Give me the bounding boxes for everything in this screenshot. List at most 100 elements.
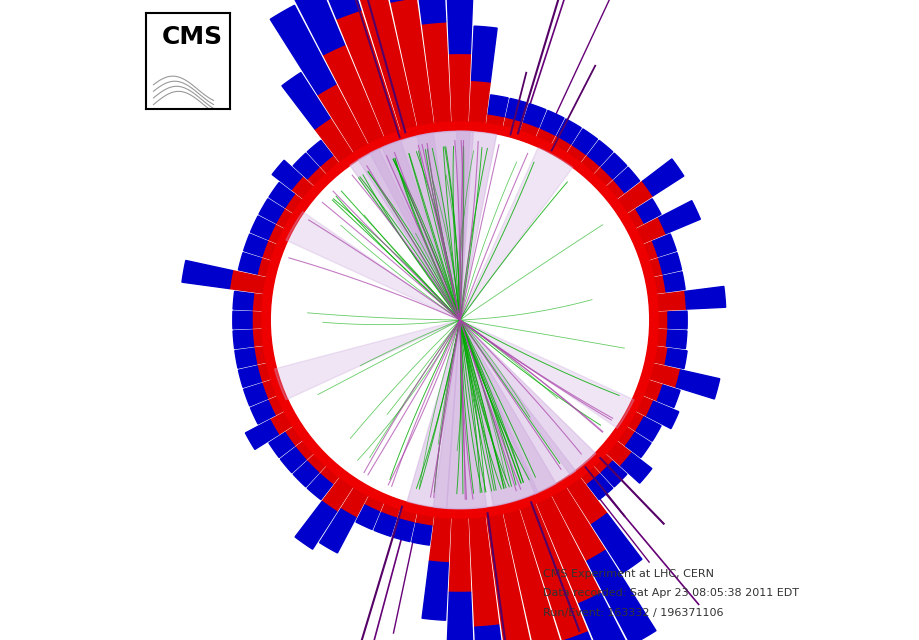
Wedge shape [373, 513, 396, 536]
Wedge shape [272, 160, 302, 189]
Wedge shape [633, 218, 665, 244]
Wedge shape [663, 272, 685, 292]
Polygon shape [416, 131, 470, 320]
Wedge shape [270, 5, 335, 95]
Polygon shape [460, 320, 555, 506]
Wedge shape [295, 501, 336, 549]
Wedge shape [640, 241, 657, 260]
Polygon shape [460, 148, 573, 320]
Polygon shape [460, 320, 575, 494]
Polygon shape [349, 149, 460, 320]
Wedge shape [322, 476, 354, 511]
Wedge shape [550, 485, 605, 561]
Wedge shape [422, 561, 448, 620]
Wedge shape [392, 518, 414, 541]
Wedge shape [578, 593, 664, 640]
Wedge shape [503, 117, 521, 134]
Wedge shape [474, 625, 516, 640]
Wedge shape [262, 380, 279, 399]
Wedge shape [268, 225, 286, 244]
Wedge shape [233, 311, 252, 329]
Wedge shape [523, 104, 546, 127]
Wedge shape [252, 294, 267, 310]
Wedge shape [641, 159, 683, 196]
Wedge shape [254, 346, 269, 364]
Wedge shape [562, 632, 654, 640]
Wedge shape [429, 514, 450, 563]
Wedge shape [658, 201, 699, 234]
Wedge shape [591, 513, 641, 573]
Wedge shape [293, 461, 319, 487]
Wedge shape [391, 0, 433, 129]
Wedge shape [556, 119, 581, 144]
Wedge shape [256, 259, 273, 277]
Wedge shape [656, 385, 679, 408]
Wedge shape [398, 506, 416, 523]
Wedge shape [182, 260, 233, 289]
Wedge shape [307, 474, 333, 500]
Polygon shape [433, 320, 486, 509]
Wedge shape [307, 140, 333, 166]
Wedge shape [274, 0, 360, 19]
Wedge shape [646, 363, 680, 387]
Wedge shape [268, 182, 294, 207]
Wedge shape [238, 366, 261, 387]
Wedge shape [550, 136, 571, 155]
Wedge shape [280, 447, 306, 473]
Wedge shape [256, 363, 273, 381]
Wedge shape [422, 22, 450, 126]
Wedge shape [340, 485, 369, 518]
Wedge shape [620, 453, 652, 483]
Wedge shape [320, 156, 340, 175]
Wedge shape [252, 312, 265, 328]
Wedge shape [539, 111, 563, 135]
Wedge shape [624, 209, 643, 229]
Wedge shape [579, 156, 599, 175]
Wedge shape [448, 515, 471, 593]
Wedge shape [658, 253, 681, 274]
Wedge shape [285, 194, 304, 214]
Wedge shape [535, 128, 555, 147]
Wedge shape [449, 53, 470, 125]
Wedge shape [652, 330, 667, 346]
Wedge shape [592, 167, 612, 188]
Wedge shape [471, 26, 496, 82]
Wedge shape [615, 181, 652, 214]
Wedge shape [258, 199, 284, 223]
Wedge shape [469, 514, 498, 627]
Wedge shape [405, 0, 445, 24]
Wedge shape [323, 45, 384, 147]
Wedge shape [654, 312, 667, 328]
Wedge shape [320, 465, 340, 484]
Wedge shape [487, 95, 507, 116]
Text: Run/Event: 163332 / 196371106: Run/Event: 163332 / 196371106 [542, 607, 723, 618]
Wedge shape [307, 167, 327, 188]
Wedge shape [604, 440, 631, 466]
Wedge shape [652, 291, 686, 310]
Polygon shape [446, 320, 538, 509]
Wedge shape [572, 129, 596, 154]
Wedge shape [640, 380, 663, 401]
Wedge shape [586, 474, 612, 500]
Wedge shape [613, 167, 639, 193]
Wedge shape [270, 411, 295, 435]
Wedge shape [244, 234, 267, 257]
Polygon shape [369, 133, 460, 320]
Polygon shape [357, 140, 460, 320]
Wedge shape [250, 216, 275, 239]
Wedge shape [250, 401, 275, 424]
Wedge shape [646, 401, 678, 429]
Wedge shape [356, 505, 380, 529]
Polygon shape [460, 320, 633, 428]
Wedge shape [592, 452, 612, 473]
Wedge shape [238, 253, 261, 274]
Polygon shape [456, 131, 496, 320]
Wedge shape [624, 411, 643, 431]
Wedge shape [600, 461, 626, 487]
Wedge shape [319, 509, 356, 553]
Text: CMS Experiment at LHC, CERN: CMS Experiment at LHC, CERN [542, 569, 713, 579]
Wedge shape [503, 506, 562, 640]
Wedge shape [307, 452, 327, 473]
Wedge shape [380, 500, 400, 518]
Wedge shape [415, 511, 433, 526]
